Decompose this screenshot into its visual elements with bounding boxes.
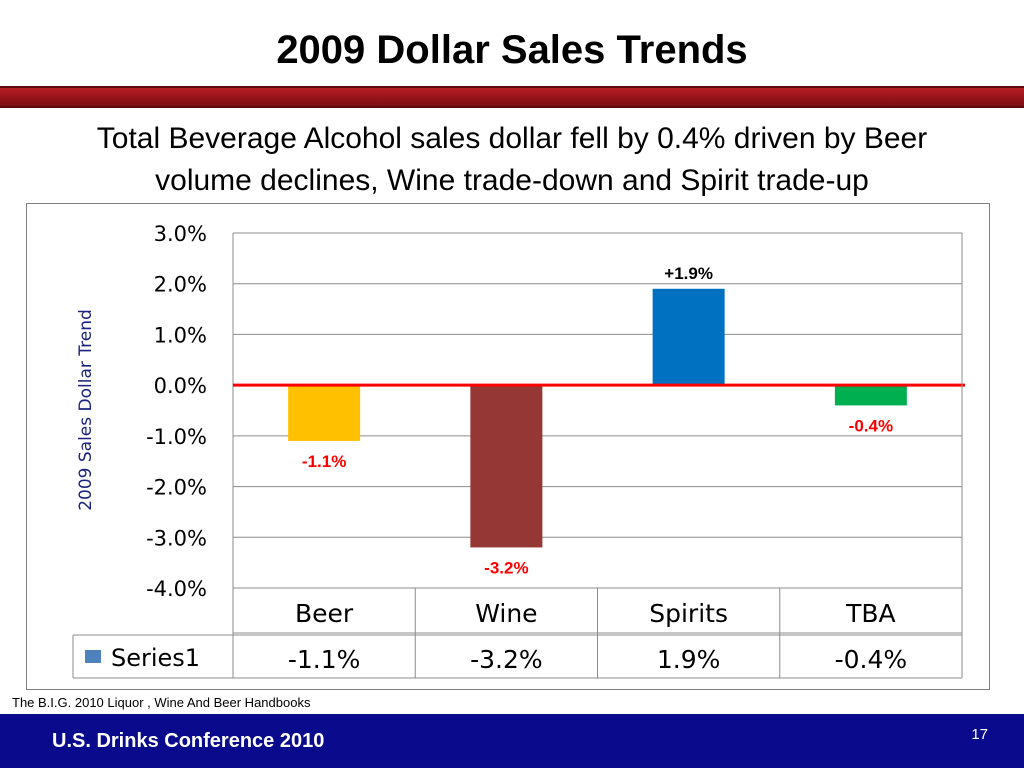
slide-subtitle: Total Beverage Alcohol sales dollar fell… (20, 118, 1004, 202)
chart-frame: 3.0% 2.0% 1.0% 0.0% -1.0% -2.0% -3.0% -4.0% 2009… (26, 203, 990, 690)
y-tick-label: 3.0% (154, 222, 207, 246)
source-note: The B.I.G. 2010 Liquor , Wine And Beer H… (12, 695, 311, 710)
slide-title: 2009 Dollar Sales Trends (276, 28, 748, 72)
table-value: 1.9% (657, 645, 721, 674)
data-label: -1.1% (302, 452, 346, 471)
footer-bar: U.S. Drinks Conference 2010 17 (0, 714, 1024, 768)
bar-chart: 3.0% 2.0% 1.0% 0.0% -1.0% -2.0% -3.0% -4.0% 2009… (72, 222, 965, 679)
x-category-label: TBA (845, 599, 896, 628)
table-value: -1.1% (288, 645, 361, 674)
y-tick-label: -1.0% (146, 425, 207, 449)
y-tick-label: -2.0% (146, 476, 207, 500)
x-category-label: Wine (475, 599, 537, 628)
data-label: -0.4% (849, 416, 893, 435)
x-category-label: Beer (295, 599, 354, 628)
y-tick-label: 0.0% (154, 374, 207, 398)
bar-beer (288, 385, 361, 441)
x-category-label: Spirits (649, 599, 728, 628)
bar-wine (470, 385, 543, 548)
conference-name: U.S. Drinks Conference 2010 (52, 730, 325, 752)
subtitle-line-1: Total Beverage Alcohol sales dollar fell… (96, 122, 928, 155)
subtitle-line-2: volume declines, Wine trade-down and Spi… (155, 164, 869, 197)
y-axis-title: 2009 Sales Dollar Trend (76, 309, 96, 511)
bar-tba (834, 385, 907, 406)
data-label: -3.2% (484, 558, 528, 577)
legend-swatch (85, 650, 101, 663)
y-tick-label: -3.0% (146, 526, 207, 550)
y-tick-label: -4.0% (146, 577, 207, 601)
bar-spirits (652, 288, 725, 386)
title-divider (0, 86, 1024, 108)
y-tick-label: 2.0% (154, 273, 207, 297)
data-label: +1.9% (664, 264, 713, 283)
y-tick-label: 1.0% (154, 323, 207, 347)
page-number: 17 (971, 726, 988, 743)
legend-series-name: Series1 (111, 644, 200, 672)
table-value: -3.2% (470, 645, 543, 674)
table-value: -0.4% (835, 645, 908, 674)
